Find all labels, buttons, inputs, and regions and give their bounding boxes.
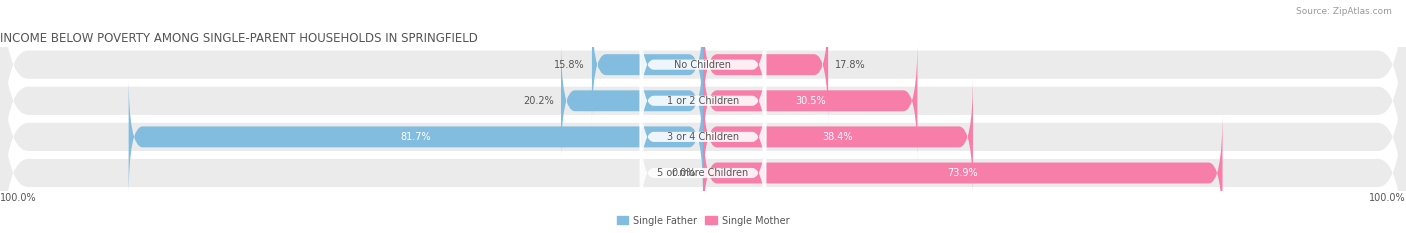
Text: No Children: No Children [675,60,731,70]
Text: 38.4%: 38.4% [823,132,853,142]
FancyBboxPatch shape [703,75,973,199]
FancyBboxPatch shape [640,70,766,204]
FancyBboxPatch shape [703,39,917,163]
Text: Source: ZipAtlas.com: Source: ZipAtlas.com [1296,7,1392,16]
Text: 0.0%: 0.0% [672,168,696,178]
FancyBboxPatch shape [640,106,766,233]
Text: 30.5%: 30.5% [794,96,825,106]
FancyBboxPatch shape [703,111,1223,233]
Text: 3 or 4 Children: 3 or 4 Children [666,132,740,142]
Text: INCOME BELOW POVERTY AMONG SINGLE-PARENT HOUSEHOLDS IN SPRINGFIELD: INCOME BELOW POVERTY AMONG SINGLE-PARENT… [0,32,478,45]
Text: 17.8%: 17.8% [835,60,866,70]
Text: 15.8%: 15.8% [554,60,585,70]
Text: 5 or more Children: 5 or more Children [658,168,748,178]
Text: 20.2%: 20.2% [523,96,554,106]
Text: 1 or 2 Children: 1 or 2 Children [666,96,740,106]
FancyBboxPatch shape [561,39,703,163]
Text: 73.9%: 73.9% [948,168,979,178]
FancyBboxPatch shape [592,3,703,127]
FancyBboxPatch shape [0,7,1406,233]
Legend: Single Father, Single Mother: Single Father, Single Mother [613,212,793,230]
FancyBboxPatch shape [0,0,1406,195]
FancyBboxPatch shape [0,43,1406,233]
FancyBboxPatch shape [640,34,766,168]
FancyBboxPatch shape [129,75,703,199]
Text: 100.0%: 100.0% [1369,193,1406,203]
FancyBboxPatch shape [703,3,828,127]
Text: 81.7%: 81.7% [401,132,432,142]
Text: 100.0%: 100.0% [0,193,37,203]
FancyBboxPatch shape [640,0,766,132]
